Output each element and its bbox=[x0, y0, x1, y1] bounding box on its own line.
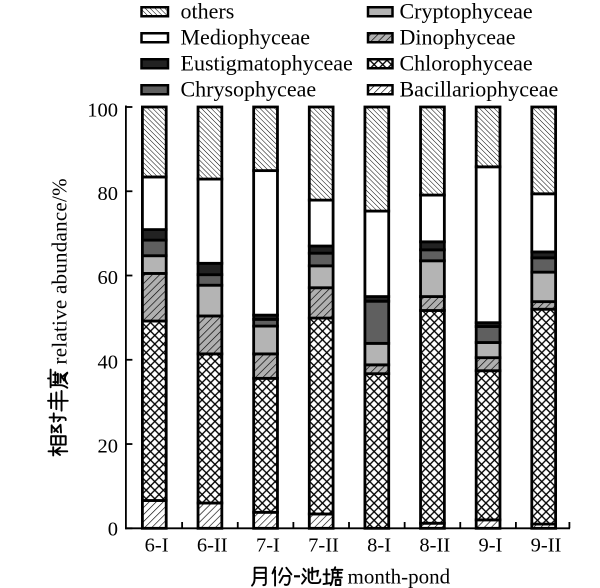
svg-text:40: 40 bbox=[98, 351, 119, 373]
svg-text:month-pond: month-pond bbox=[348, 565, 451, 588]
svg-text:Dinophyceae: Dinophyceae bbox=[400, 24, 516, 49]
svg-text:9-II: 9-II bbox=[531, 534, 562, 556]
svg-text:100: 100 bbox=[87, 100, 118, 122]
svg-text:6-I: 6-I bbox=[145, 534, 169, 556]
svg-text:Chrysophyceae: Chrysophyceae bbox=[181, 76, 317, 101]
svg-text:Mediophyceae: Mediophyceae bbox=[181, 24, 311, 49]
svg-text:relative abundance/%: relative abundance/% bbox=[48, 178, 72, 364]
svg-text:0: 0 bbox=[108, 518, 118, 540]
svg-text:Bacillariophyceae: Bacillariophyceae bbox=[400, 76, 559, 101]
svg-text:20: 20 bbox=[98, 436, 119, 458]
svg-text:8-II: 8-II bbox=[419, 534, 450, 556]
svg-text:80: 80 bbox=[98, 183, 119, 205]
svg-text:others: others bbox=[181, 0, 235, 23]
svg-text:Chlorophyceae: Chlorophyceae bbox=[400, 50, 533, 75]
svg-text:Cryptophyceae: Cryptophyceae bbox=[400, 0, 533, 23]
svg-text:8-I: 8-I bbox=[367, 534, 391, 556]
svg-text:7-II: 7-II bbox=[308, 534, 339, 556]
svg-text:60: 60 bbox=[98, 267, 119, 289]
svg-text:6-II: 6-II bbox=[197, 534, 228, 556]
svg-text:Eustigmatophyceae: Eustigmatophyceae bbox=[181, 50, 353, 75]
svg-text:9-I: 9-I bbox=[478, 534, 502, 556]
svg-text:7-I: 7-I bbox=[256, 534, 280, 556]
